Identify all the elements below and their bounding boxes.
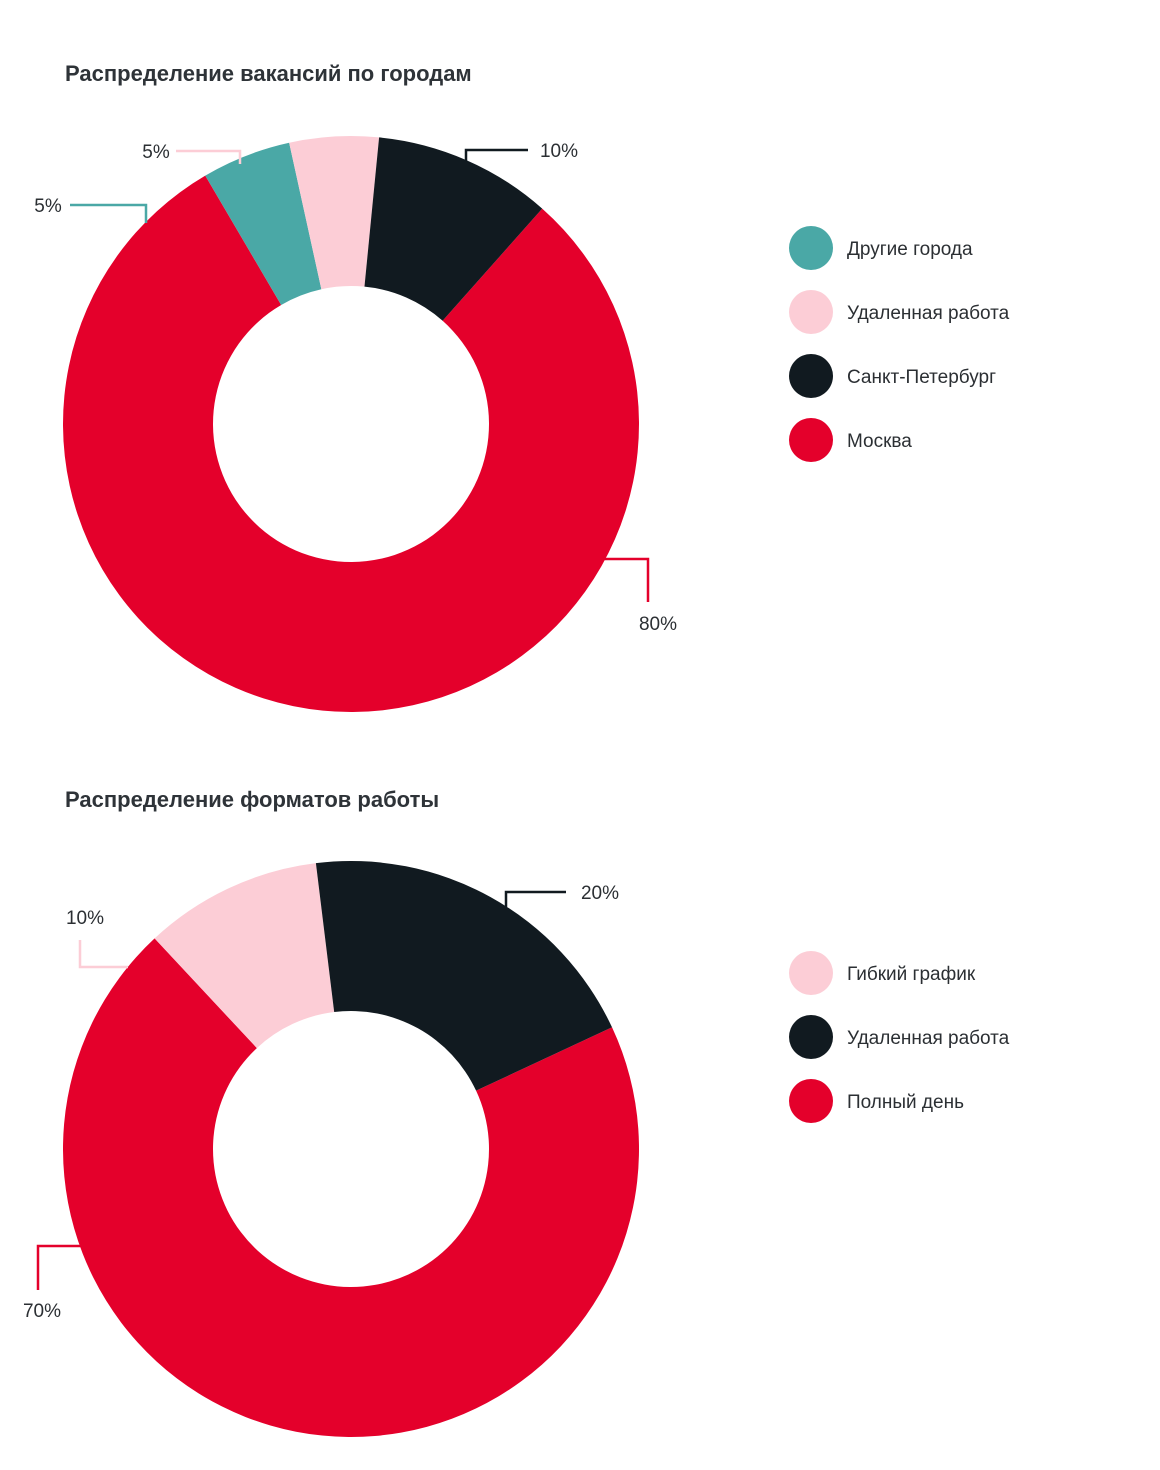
legend-label: Гибкий график <box>847 964 976 985</box>
donut-slice-0 <box>63 938 640 1437</box>
donut-slice-2 <box>289 136 380 290</box>
legend-label: Москва <box>847 431 912 452</box>
legend-swatch <box>789 354 833 398</box>
callout-line <box>464 148 528 162</box>
legend-swatch <box>789 1015 833 1059</box>
legend-swatch <box>789 226 833 270</box>
legend-label: Другие города <box>847 239 973 260</box>
data-label: 5% <box>34 196 62 217</box>
data-label: 70% <box>23 1301 61 1322</box>
callout-line <box>36 1244 82 1290</box>
chart-title: Распределение вакансий по городам <box>65 61 472 86</box>
legend-label: Полный день <box>847 1092 964 1113</box>
callout-line <box>70 203 148 223</box>
data-label: 80% <box>639 614 677 635</box>
callout-line <box>504 890 566 907</box>
legend-swatch <box>789 951 833 995</box>
legend-label: Удаленная работа <box>847 303 1010 324</box>
data-label: 10% <box>66 908 104 929</box>
legend-swatch <box>789 290 833 334</box>
donut-slice-0 <box>62 175 640 713</box>
donut-slice-3 <box>364 137 543 321</box>
donut-slice-1 <box>154 863 335 1049</box>
legend-label: Удаленная работа <box>847 1028 1010 1049</box>
callout-line <box>78 940 128 969</box>
legend-swatch <box>789 1079 833 1123</box>
data-label: 10% <box>540 141 578 162</box>
callout-line <box>176 149 242 164</box>
chart-work-formats: Распределение форматов работы 70%10%20% … <box>23 787 1010 1437</box>
data-label: 5% <box>142 142 170 163</box>
donut-slice-2 <box>315 861 613 1091</box>
legend-swatch <box>789 418 833 462</box>
donut-slice-1 <box>205 142 322 305</box>
chart-cities: Распределение вакансий по городам 80% 5% 5… <box>34 61 1010 713</box>
callout-line <box>604 557 650 602</box>
data-label: 20% <box>581 883 619 904</box>
legend-label: Санкт-Петербург <box>847 367 996 388</box>
chart-title: Распределение форматов работы <box>65 787 439 812</box>
